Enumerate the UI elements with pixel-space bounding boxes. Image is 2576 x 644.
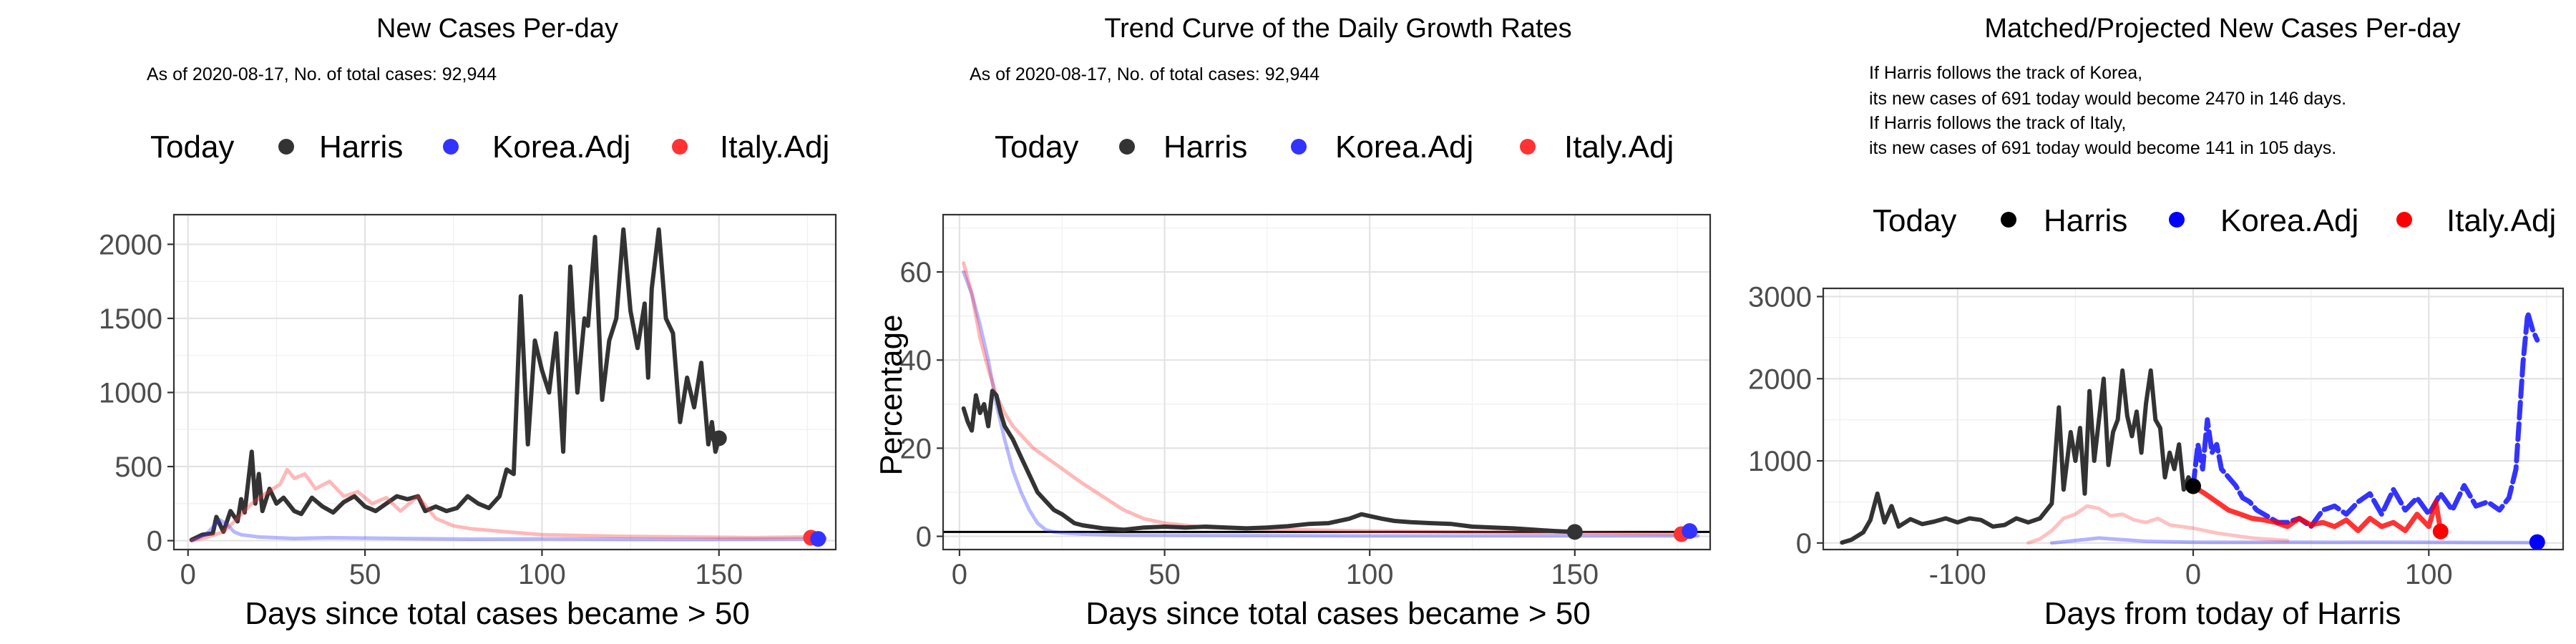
panel2-x-tick-label: 0 — [952, 559, 967, 590]
panel2-y-axis-title: Percentage — [874, 314, 909, 475]
panel2-y-tick-label: 60 — [900, 257, 932, 288]
panel2-y-tick-label: 40 — [900, 345, 932, 376]
panel3-annotation-1: If Harris follows the track of Korea, — [1869, 63, 2142, 83]
panel2-x-tick-label: 100 — [1346, 559, 1394, 590]
panel3-y-tick-label: 1000 — [1748, 446, 1812, 477]
panel3-x-tick-label: 100 — [2405, 559, 2453, 590]
panel2-legend-korea: Korea.Adj — [1335, 130, 1473, 165]
panel1-legend: Today Harris Korea.Adj Italy.Adj — [150, 130, 829, 165]
panel3-x-tick-label: 0 — [2185, 559, 2201, 590]
panel1-legend-italy: Italy.Adj — [720, 130, 829, 165]
panel1-plot-frame — [172, 213, 837, 551]
panel1-series-korea-adj — [190, 518, 827, 543]
panel-new-cases: New Cases Per-day As of 2020-08-17, No. … — [99, 14, 837, 631]
panel1-legend-key-italy — [672, 139, 688, 155]
panel3-legend-key-harris — [2001, 212, 2016, 228]
panel1-subtitle: As of 2020-08-17, No. of total cases: 92… — [147, 64, 497, 84]
panel2-point-korea-adj — [1682, 523, 1698, 540]
panel2-x-tick-label: 50 — [1148, 559, 1181, 590]
panel2-series-italy-adj — [962, 261, 1684, 536]
panel3-series-harris — [1840, 368, 2195, 545]
panel2-plot-frame — [942, 213, 1712, 551]
panel1-title: New Cases Per-day — [376, 14, 618, 44]
panel3-series-korea-adj — [2190, 310, 2540, 530]
panel1-y-tick-label: 2000 — [99, 229, 162, 260]
panel-projected-cases: Matched/Projected New Cases Per-day If H… — [1748, 14, 2565, 631]
panel3-legend-key-italy — [2396, 212, 2412, 228]
panel2-series-korea-adj — [962, 270, 1700, 538]
panel2-subtitle: As of 2020-08-17, No. of total cases: 92… — [970, 64, 1319, 84]
panel2-x-axis-title: Days since total cases became > 50 — [1085, 596, 1591, 631]
panel1-series-italy-adj — [190, 467, 827, 543]
panel3-legend-italy: Italy.Adj — [2446, 203, 2556, 238]
panel3-y-tick-label: 0 — [1796, 528, 1812, 560]
panel3-x-axis-title: Days from today of Harris — [2044, 596, 2401, 631]
panel3-series-italy-adj-history — [2026, 504, 2290, 545]
panel1-point-harris — [711, 430, 727, 447]
panel3-legend-key-korea — [2169, 212, 2185, 228]
panel3-point-italy-adj — [2432, 523, 2449, 540]
panel2-legend-harris: Harris — [1163, 130, 1247, 165]
panel1-x-tick-label: 0 — [180, 559, 196, 590]
panel1-y-tick-label: 1000 — [99, 377, 162, 409]
panel-growth-rates: Trend Curve of the Daily Growth Rates As… — [874, 14, 1712, 631]
panel1-x-tick-label: 50 — [349, 559, 381, 590]
panel2-legend-italy: Italy.Adj — [1564, 130, 1674, 165]
panel2-point-harris — [1566, 524, 1583, 540]
panel2-legend: Today Harris Korea.Adj Italy.Adj — [995, 130, 1674, 165]
panel3-y-tick-label: 2000 — [1748, 364, 1812, 395]
panel3-legend: Today Harris Korea.Adj Italy.Adj — [1873, 203, 2556, 238]
panel2-y-tick-label: 0 — [916, 522, 932, 553]
panel1-legend-key-korea — [443, 139, 459, 155]
panel2-title: Trend Curve of the Daily Growth Rates — [1104, 14, 1571, 44]
panel2-plot: 0 50 100 150 0 20 40 60 — [900, 213, 1712, 590]
panel3-legend-harris: Harris — [2044, 203, 2127, 238]
panel3-title: Matched/Projected New Cases Per-day — [1984, 14, 2460, 44]
panel1-x-axis-title: Days since total cases became > 50 — [245, 596, 750, 631]
panel3-y-tick-label: 3000 — [1748, 281, 1812, 313]
panel3-legend-korea: Korea.Adj — [2220, 203, 2358, 238]
panel1-x-tick-label: 150 — [695, 559, 743, 590]
panel3-point-harris — [2185, 478, 2201, 494]
panel1-y-tick-label: 0 — [147, 526, 162, 557]
panel1-legend-korea: Korea.Adj — [492, 130, 630, 165]
panel1-legend-title: Today — [150, 130, 234, 165]
panel2-legend-key-italy — [1520, 139, 1536, 155]
panel3-legend-title: Today — [1873, 203, 1956, 238]
panel1-series-harris — [189, 227, 721, 542]
panel3-annotation-4: its new cases of 691 today would become … — [1869, 138, 2336, 158]
panel3-x-tick-label: -100 — [1929, 559, 1986, 590]
panel3-series-italy-adj — [2190, 484, 2444, 535]
panel1-legend-harris: Harris — [319, 130, 403, 165]
panel3-point-korea-adj — [2529, 534, 2545, 550]
panel3-series-korea-adj-history — [2049, 536, 2540, 545]
panel1-point-korea-adj — [810, 531, 826, 547]
panel3-annotation-2: its new cases of 691 today would become … — [1869, 89, 2346, 109]
panel1-x-tick-label: 100 — [518, 559, 566, 590]
panel2-legend-title: Today — [995, 130, 1078, 165]
panel1-y-tick-label: 1500 — [99, 303, 162, 335]
panel2-series-harris — [961, 389, 1577, 535]
panel2-legend-key-harris — [1119, 139, 1135, 155]
panel3-annotation-3: If Harris follows the track of Italy, — [1869, 113, 2126, 133]
panel2-legend-key-korea — [1291, 139, 1307, 155]
panel2-y-tick-label: 20 — [900, 433, 932, 464]
panel1-y-tick-label: 500 — [114, 452, 162, 483]
panel1-legend-key-harris — [278, 139, 294, 155]
panel2-x-tick-label: 150 — [1551, 559, 1599, 590]
